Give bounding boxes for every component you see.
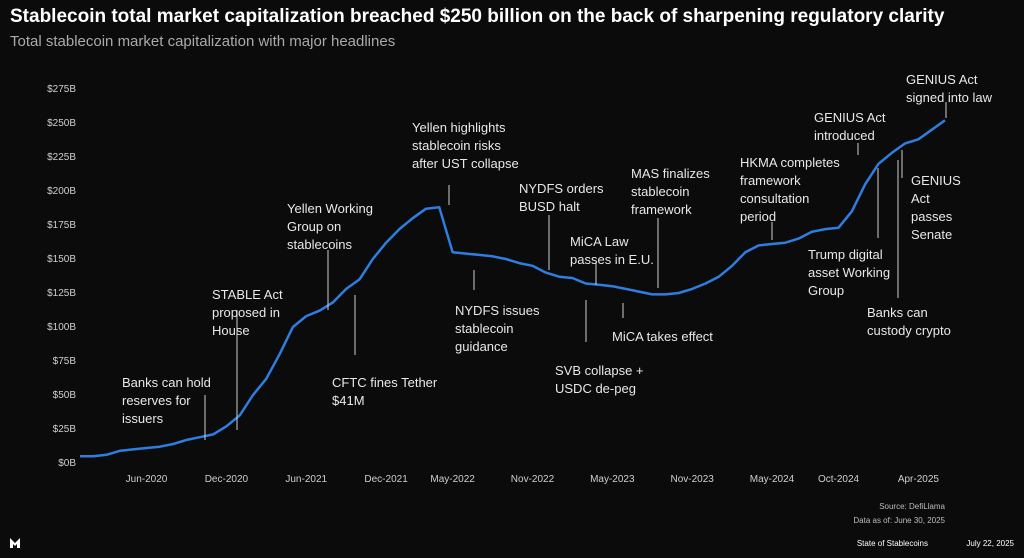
annotation: HKMA completes bbox=[740, 155, 840, 170]
y-tick-label: $275B bbox=[47, 84, 76, 95]
x-tick-label: Apr-2025 bbox=[898, 474, 940, 485]
line bbox=[80, 119, 946, 458]
annotation: consultation bbox=[740, 191, 809, 206]
annotation: custody crypto bbox=[867, 323, 951, 338]
annotation: GENIUS Act bbox=[814, 110, 886, 125]
annotation: stablecoin bbox=[631, 184, 690, 199]
annotation: asset Working bbox=[808, 265, 890, 280]
annotation: MAS finalizes bbox=[631, 166, 710, 181]
y-tick-label: $125B bbox=[47, 288, 76, 299]
annotation: signed into law bbox=[906, 90, 993, 105]
annotation: Banks can hold bbox=[122, 375, 211, 390]
x-tick-label: Dec-2020 bbox=[205, 474, 249, 485]
x-tick-label: Dec-2021 bbox=[364, 474, 408, 485]
source: Source: DefiLlama bbox=[879, 502, 945, 511]
annotation: Yellen highlights bbox=[412, 120, 506, 135]
x-tick-label: May-2022 bbox=[430, 474, 475, 485]
annotation: after UST collapse bbox=[412, 156, 519, 171]
y-tick-label: $100B bbox=[47, 322, 76, 333]
y-tick-label: $250B bbox=[47, 118, 76, 129]
annotation: Group on bbox=[287, 219, 341, 234]
x-tick-label: May-2024 bbox=[750, 474, 795, 485]
annotation: framework bbox=[631, 202, 692, 217]
annotation: issuers bbox=[122, 411, 164, 426]
annotation: Act bbox=[911, 191, 930, 206]
annotation: guidance bbox=[455, 339, 508, 354]
annotation: framework bbox=[740, 173, 801, 188]
y-tick-label: $175B bbox=[47, 220, 76, 231]
annotation: MiCA takes effect bbox=[612, 329, 713, 344]
annotation: STABLE Act bbox=[212, 287, 283, 302]
y-tick-label: $50B bbox=[53, 390, 77, 401]
annotation: stablecoin risks bbox=[412, 138, 501, 153]
y-tick-label: $25B bbox=[53, 424, 77, 435]
annotation: CFTC fines Tether bbox=[332, 375, 438, 390]
annotation: GENIUS bbox=[911, 173, 961, 188]
annotation: NYDFS issues bbox=[455, 303, 540, 318]
annotation: Yellen Working bbox=[287, 201, 373, 216]
annotation: MiCA Law bbox=[570, 234, 629, 249]
annotation: $41M bbox=[332, 393, 365, 408]
y-tick-label: $225B bbox=[47, 152, 76, 163]
annotation: Senate bbox=[911, 227, 952, 242]
annotation: stablecoin bbox=[455, 321, 514, 336]
chart-subtitle: Total stablecoin market capitalization w… bbox=[10, 33, 395, 50]
footer-left: State of Stablecoins bbox=[857, 539, 928, 548]
annotation: House bbox=[212, 323, 250, 338]
x-tick-label: Jun-2020 bbox=[126, 474, 168, 485]
annotation: BUSD halt bbox=[519, 199, 580, 214]
annotation: stablecoins bbox=[287, 237, 353, 252]
annotation: period bbox=[740, 209, 776, 224]
annotation: Group bbox=[808, 283, 844, 298]
data-date: Data as of: June 30, 2025 bbox=[853, 516, 945, 525]
annotation: passes in E.U. bbox=[570, 252, 654, 267]
x-tick-label: Nov-2023 bbox=[670, 474, 714, 485]
y-tick-label: $150B bbox=[47, 254, 76, 265]
logo bbox=[10, 538, 20, 548]
annotation: Banks can bbox=[867, 305, 928, 320]
annotation: Trump digital bbox=[808, 247, 883, 262]
annotation: SVB collapse + bbox=[555, 363, 644, 378]
annotation: USDC de-peg bbox=[555, 381, 636, 396]
x-tick-label: May-2023 bbox=[590, 474, 635, 485]
y-tick-label: $0B bbox=[58, 458, 76, 469]
x-tick-label: Nov-2022 bbox=[511, 474, 555, 485]
chart-title: Stablecoin total market capitalization b… bbox=[10, 6, 945, 27]
y-tick-label: $200B bbox=[47, 186, 76, 197]
x-tick-label: Jun-2021 bbox=[285, 474, 327, 485]
x-tick-label: Oct-2024 bbox=[818, 474, 860, 485]
annotation: NYDFS orders bbox=[519, 181, 604, 196]
annotation: reserves for bbox=[122, 393, 191, 408]
annotation: introduced bbox=[814, 128, 875, 143]
annotation: GENIUS Act bbox=[906, 72, 978, 87]
y-tick-label: $75B bbox=[53, 356, 77, 367]
footer-right: July 22, 2025 bbox=[966, 539, 1014, 548]
annotation: proposed in bbox=[212, 305, 280, 320]
annotation: passes bbox=[911, 209, 953, 224]
